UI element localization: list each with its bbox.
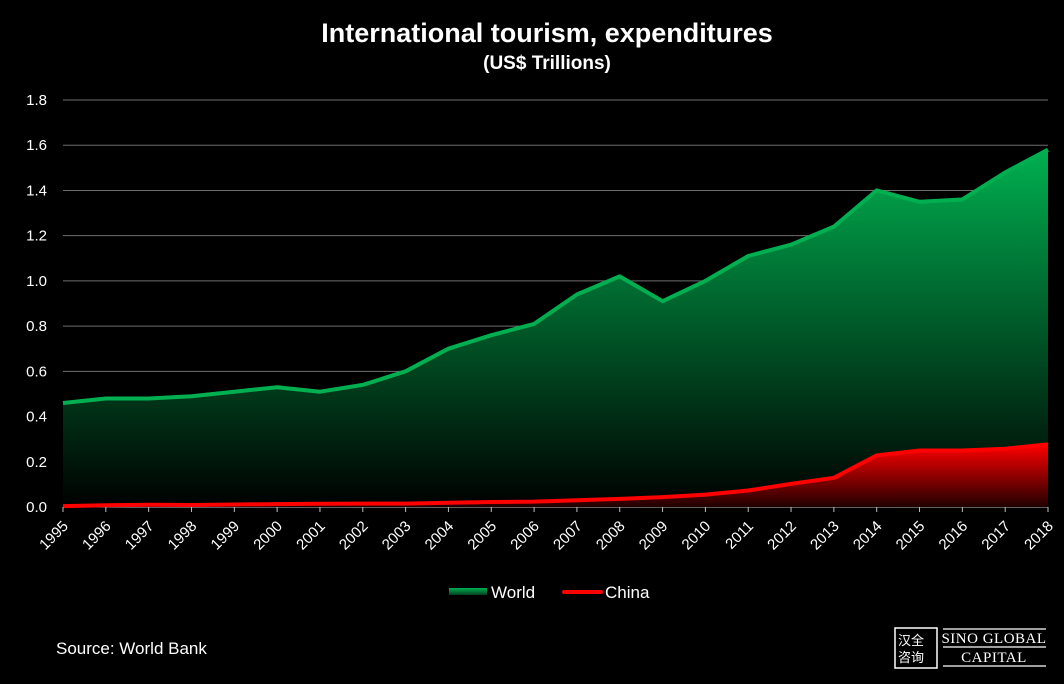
x-tick-label: 2001: [293, 518, 329, 554]
x-tick-label: 2000: [250, 518, 286, 554]
x-tick-label: 2018: [1021, 518, 1057, 554]
company-logo: 汉全 咨询 SINO GLOBAL CAPITAL: [894, 627, 1046, 669]
x-tick-label: 2003: [379, 518, 415, 554]
y-tick-label: 0.2: [26, 454, 47, 471]
x-tick-label: 2015: [893, 518, 929, 554]
x-tick-label: 2011: [722, 518, 757, 553]
world-area: [63, 149, 1048, 507]
china-area: [63, 444, 1048, 507]
x-tick-label: 1999: [208, 518, 244, 554]
chart-subtitle: (US$ Trillions): [483, 53, 611, 74]
source-note: Source: World Bank: [56, 639, 207, 658]
legend-swatch-world: [449, 588, 487, 595]
y-tick-label: 0.0: [26, 499, 47, 516]
seal-icon: [894, 627, 938, 669]
y-tick-label: 1.8: [26, 92, 47, 109]
y-tick-label: 0.6: [26, 363, 47, 380]
x-tick-label: 2004: [422, 518, 458, 554]
world-line: [62, 147, 1049, 405]
legend-label-world: World: [491, 583, 535, 602]
seal-text-bottom: 咨询: [898, 651, 924, 666]
y-axis: 0.0 0.2 0.4 0.6 0.8 1.0 1.2 1.4 1.6 1.8: [26, 92, 47, 516]
chart-title: International tourism, expenditures: [321, 18, 773, 48]
y-tick-label: 1.0: [26, 273, 47, 290]
x-tick-label: 1997: [122, 518, 158, 554]
x-tick-label: 2014: [850, 518, 886, 554]
logo-line1: SINO GLOBAL: [941, 631, 1046, 647]
x-tick-label: 2008: [593, 518, 629, 554]
china-line: [62, 442, 1049, 509]
x-tick-label: 2010: [679, 518, 715, 554]
y-tick-label: 0.4: [26, 409, 47, 426]
y-tick-label: 1.2: [26, 228, 47, 245]
x-axis: 1995 1996 1997 1998 1999 2000 2001 2002 2003 2004…: [36, 507, 1057, 553]
legend: World China: [449, 583, 650, 602]
x-tick-label: 2005: [464, 518, 500, 554]
x-tick-label: 2006: [507, 518, 543, 554]
y-tick-label: 1.4: [26, 182, 47, 199]
y-tick-label: 1.6: [26, 137, 47, 154]
seal-text-top: 汉全: [898, 633, 924, 649]
x-tick-label: 2009: [636, 518, 672, 554]
y-tick-label: 0.8: [26, 318, 47, 335]
legend-label-china: China: [605, 583, 650, 602]
x-tick-label: 2017: [978, 518, 1014, 554]
plot-area: [62, 147, 1049, 509]
x-tick-label: 2012: [764, 518, 800, 554]
x-tick-label: 1995: [36, 518, 72, 554]
x-tick-label: 2002: [336, 518, 372, 554]
x-tick-label: 1996: [79, 518, 115, 554]
logo-line2: CAPITAL: [961, 650, 1027, 666]
x-tick-label: 2013: [807, 518, 843, 554]
x-tick-label: 1998: [165, 518, 201, 554]
x-tick-label: 2007: [550, 518, 586, 554]
x-tick-label: 2016: [936, 518, 972, 554]
